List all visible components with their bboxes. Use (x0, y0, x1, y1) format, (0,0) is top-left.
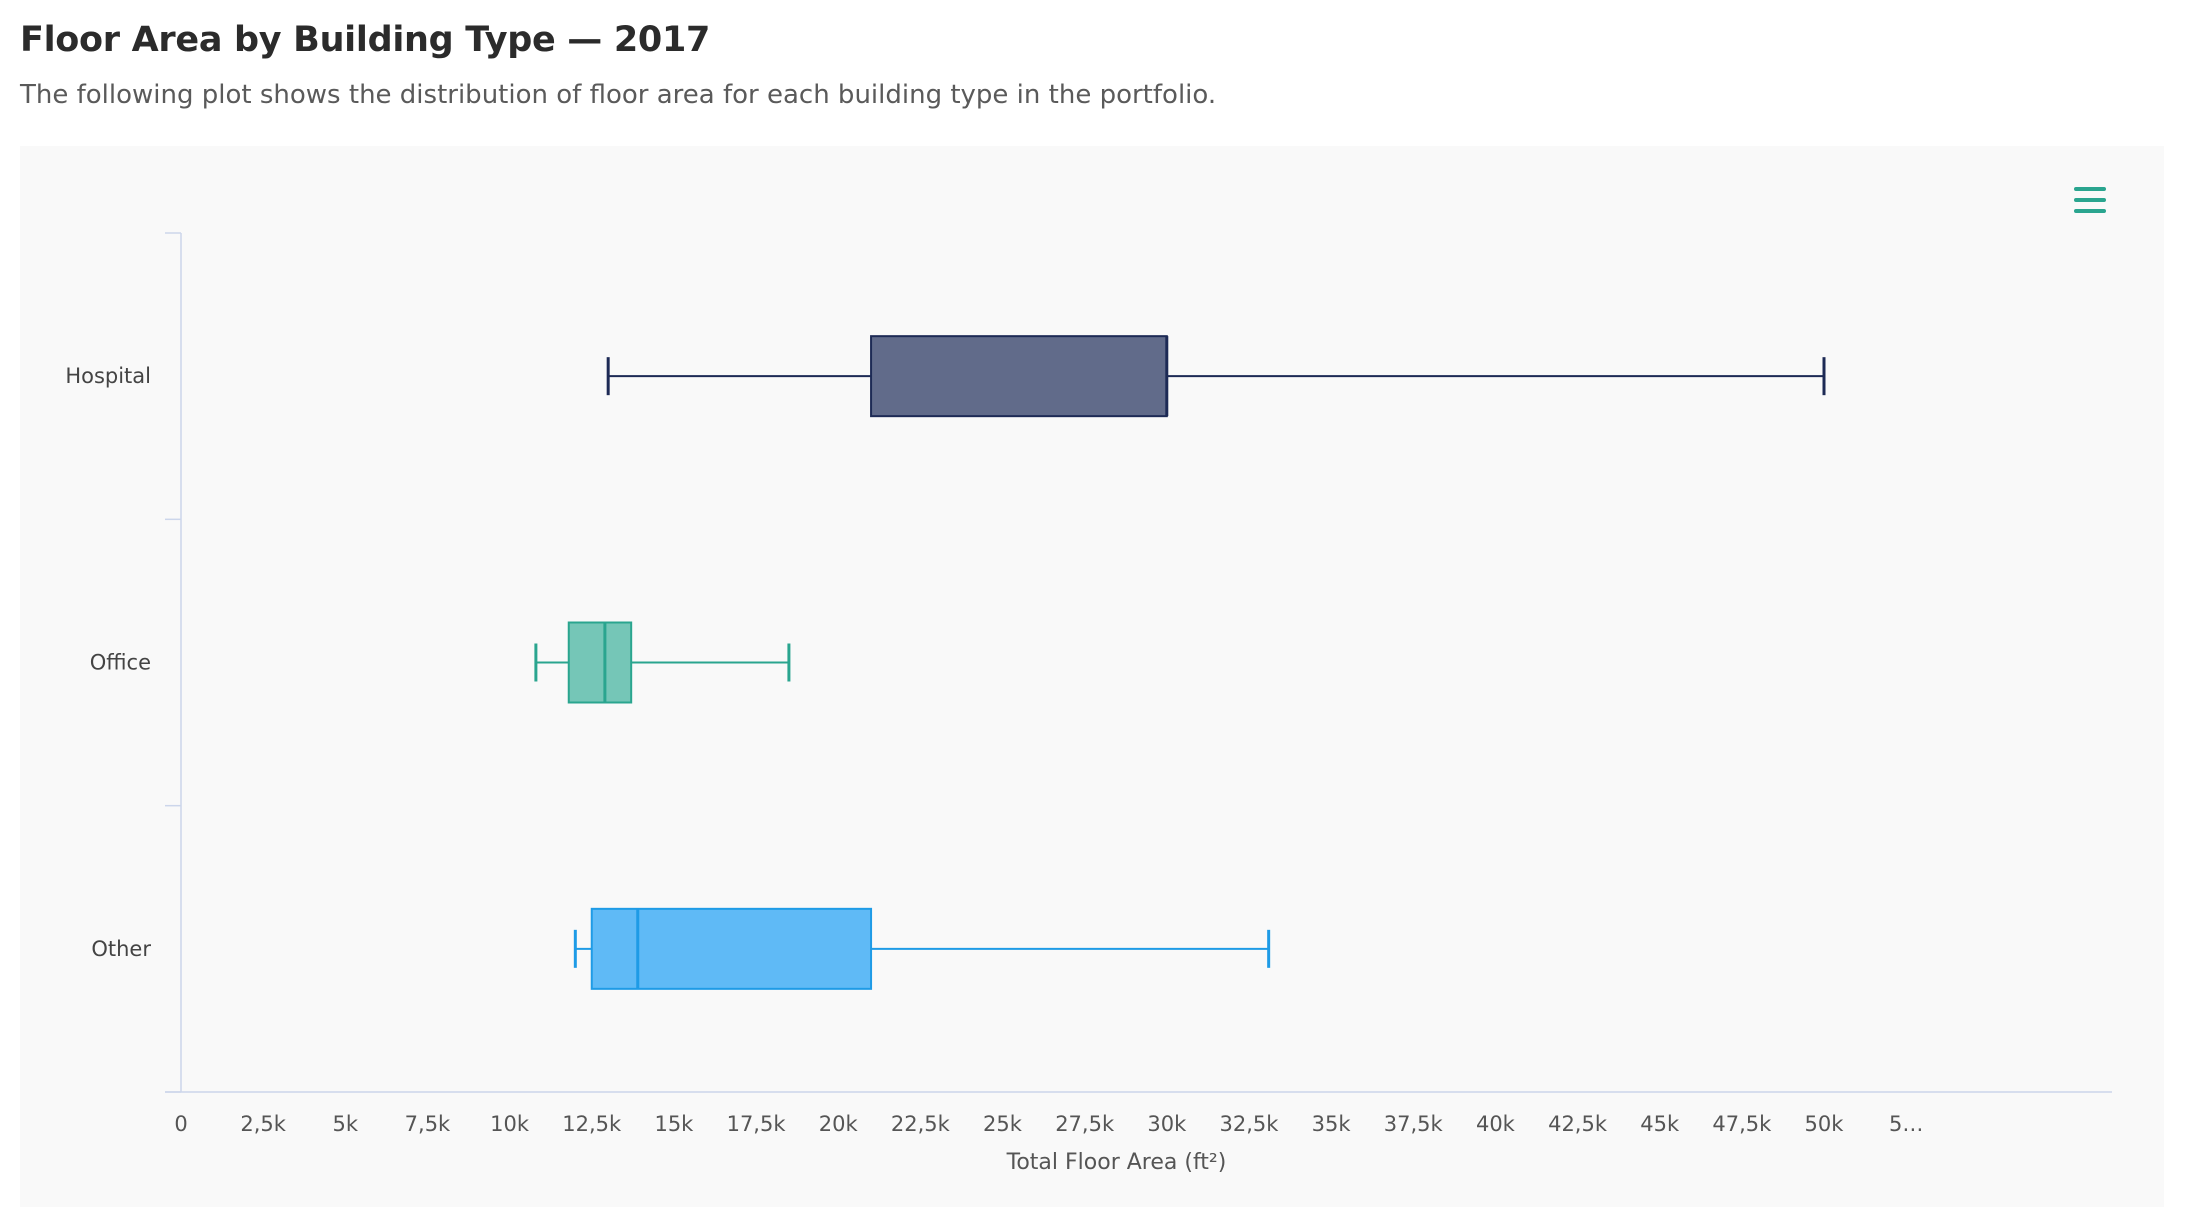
x-tick-label: 40k (1476, 1112, 1516, 1136)
box-iqr (567, 621, 633, 704)
page-title: Floor Area by Building Type — 2017 (20, 20, 711, 60)
x-tick-label: 27,5k (1055, 1112, 1115, 1136)
x-tick-label: 35k (1312, 1112, 1352, 1136)
x-axis-title: Total Floor Area (ft²) (1006, 1150, 1227, 1175)
x-tick-label: 15k (654, 1112, 694, 1136)
x-tick-label: 17,5k (727, 1112, 787, 1136)
x-tick-label: 20k (819, 1112, 859, 1136)
x-tick-label: 5… (1889, 1112, 1923, 1136)
page-subtitle: The following plot shows the distributio… (20, 80, 1217, 110)
chart-panel: 0 2,5k 5k 7,5k 10k 12,5k 15k 17,5k 20k 22,5k 25k 27… (20, 146, 2164, 1207)
x-tick-label: 37,5k (1384, 1112, 1444, 1136)
x-tick-label: 50k (1805, 1112, 1845, 1136)
x-tick-label: 12,5k (562, 1112, 622, 1136)
box-iqr (590, 907, 873, 990)
x-tick-label: 42,5k (1548, 1112, 1608, 1136)
hamburger-menu-icon[interactable] (2068, 182, 2112, 222)
category-label: Office (90, 651, 151, 675)
x-tick-label: 7,5k (405, 1112, 451, 1136)
category-label: Hospital (65, 364, 151, 388)
x-tick-label: 22,5k (891, 1112, 951, 1136)
x-tick-label: 0 (174, 1112, 187, 1136)
x-tick-label: 25k (983, 1112, 1023, 1136)
box-iqr (870, 335, 1168, 418)
x-tick-label: 5k (333, 1112, 359, 1136)
x-tick-label: 32,5k (1219, 1112, 1279, 1136)
x-tick-label: 10k (490, 1112, 530, 1136)
x-tick-label: 30k (1147, 1112, 1187, 1136)
boxplot-chart: 0 2,5k 5k 7,5k 10k 12,5k 15k 17,5k 20k 22,5k 25k 27… (65, 232, 2112, 1175)
x-tick-label: 2,5k (240, 1112, 286, 1136)
x-tick-label: 47,5k (1712, 1112, 1772, 1136)
category-label: Other (91, 937, 151, 961)
x-tick-label: 45k (1640, 1112, 1680, 1136)
